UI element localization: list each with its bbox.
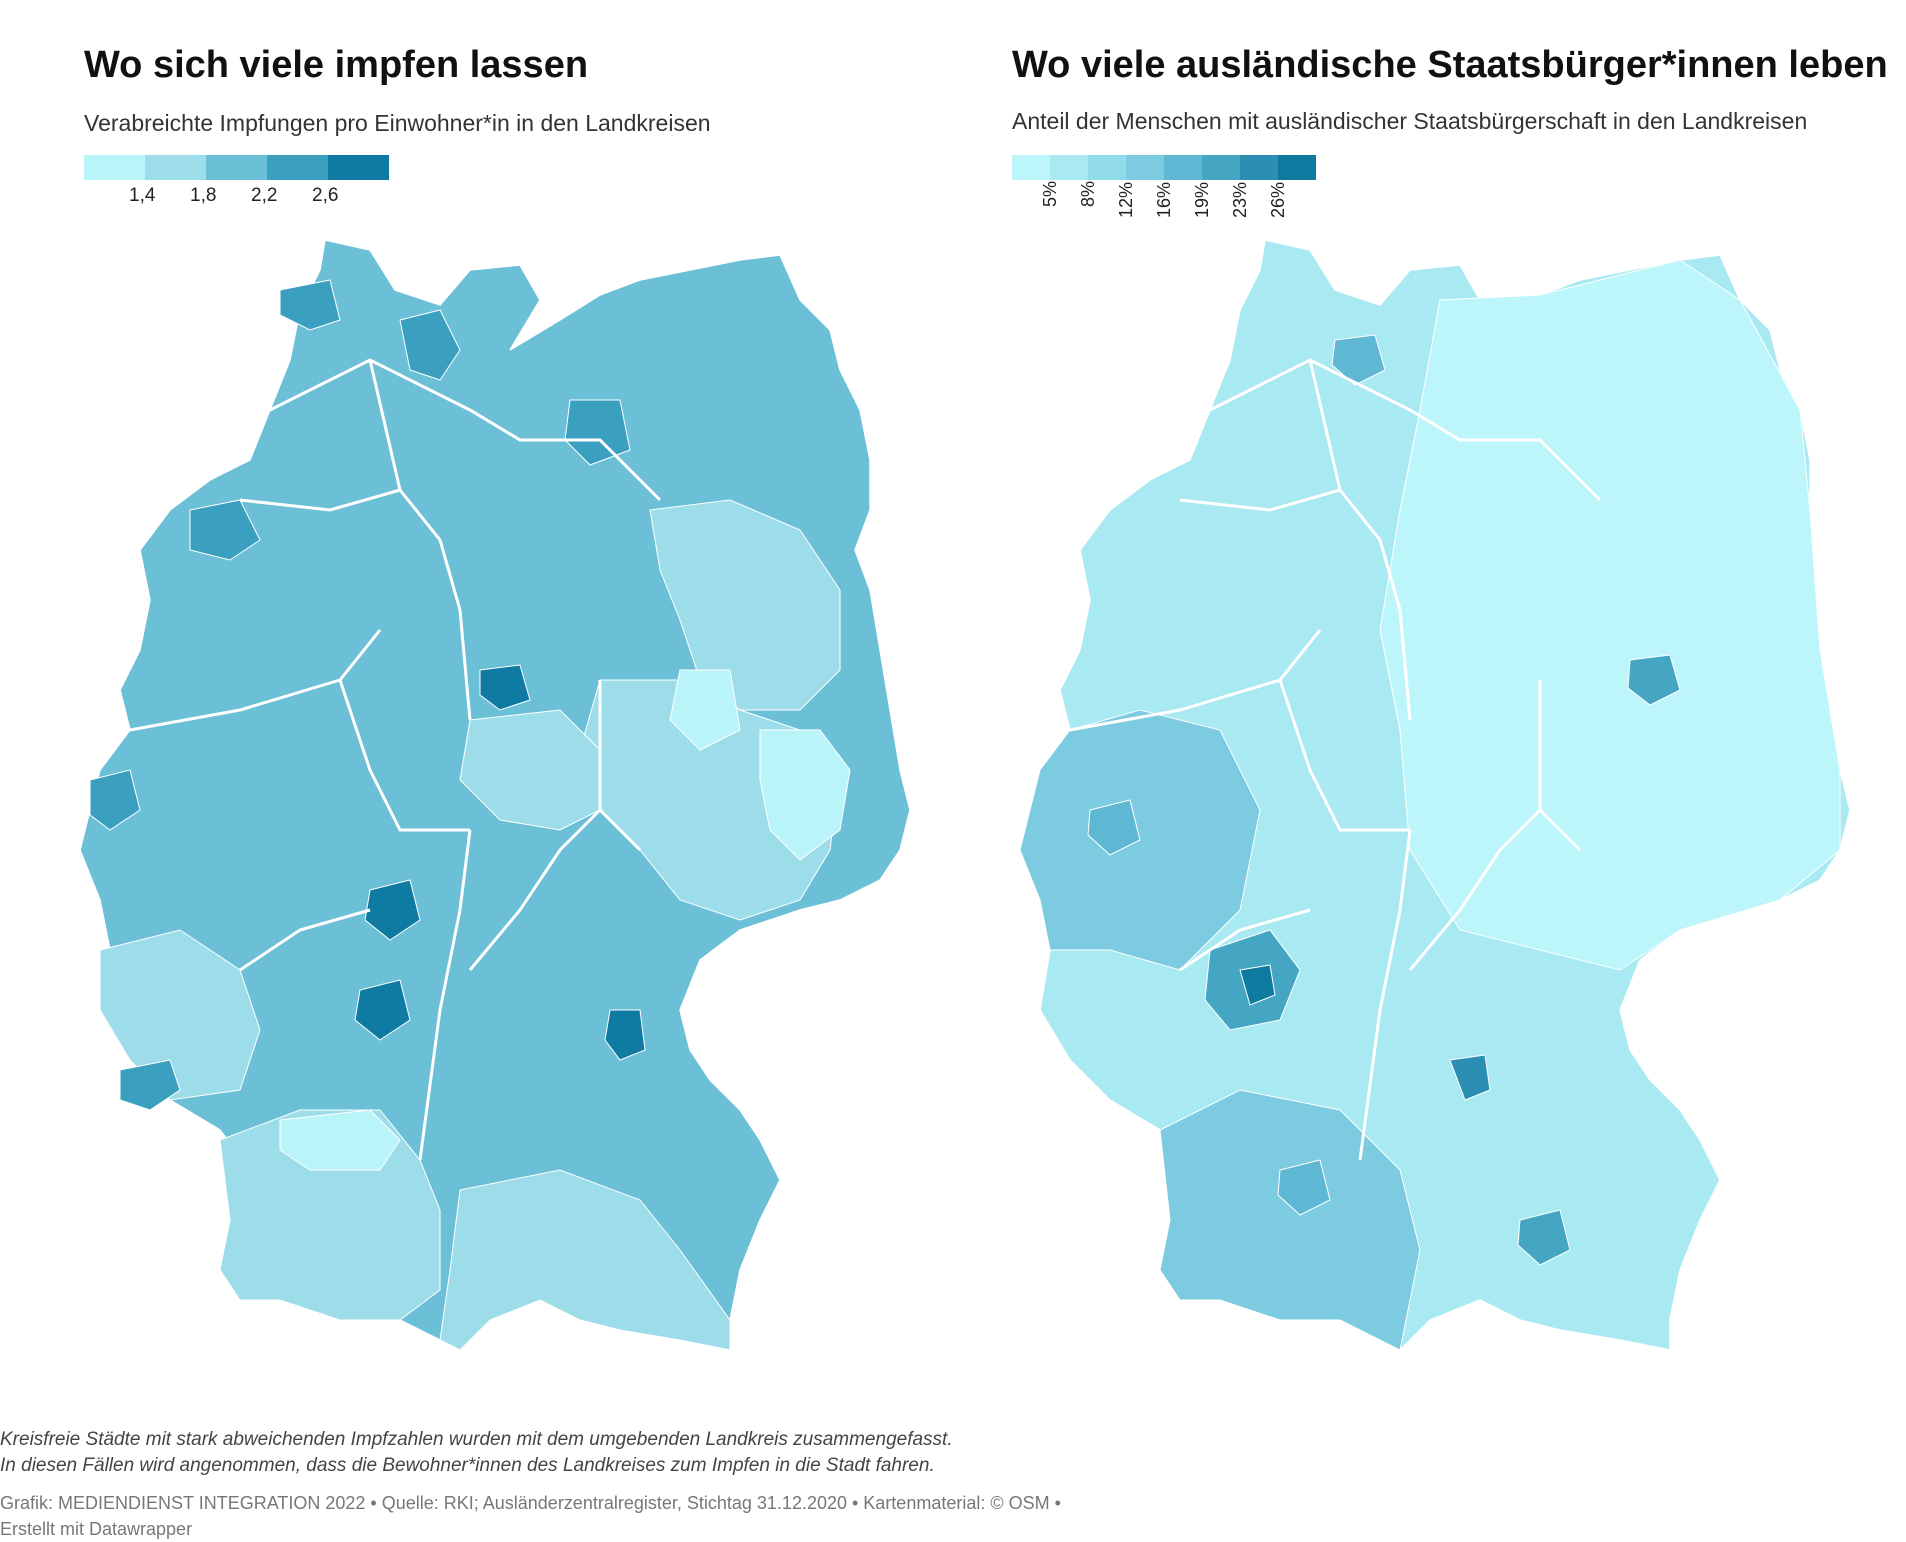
region-darkest-wuerzburg <box>364 879 421 941</box>
region-cologne-dark <box>1087 799 1141 856</box>
foreign-citizens-legend-swatch <box>1050 155 1088 180</box>
region-hamburg-dark <box>1331 334 1386 386</box>
region-lightest-stuttgart <box>279 1109 401 1171</box>
foreign-citizens-map-title: Wo viele ausländische Staatsbürger*innen… <box>1012 44 1888 86</box>
foreign-citizens-legend-swatch <box>1240 155 1278 180</box>
vaccination-legend: 1,4 1,8 2,2 2,6 <box>84 155 389 206</box>
vaccination-legend-tick: 1,4 <box>129 185 156 206</box>
foreign-citizens-map-subtitle: Anteil der Menschen mit ausländischer St… <box>1012 108 1808 134</box>
source-credit: Grafik: MEDIENDIENST INTEGRATION 2022 • … <box>0 1493 1061 1539</box>
region-stuttgart-dark <box>1277 1159 1331 1216</box>
foreign-citizens-legend-swatch <box>1278 155 1316 180</box>
state-borders <box>129 358 662 1161</box>
region-dark-hamburg <box>399 309 461 381</box>
foreign-citizens-choropleth-map <box>1019 239 1851 1351</box>
region-thuringia-light <box>459 709 601 831</box>
foreign-citizens-legend-swatch <box>1012 155 1050 180</box>
vaccination-legend-tick: 1,8 <box>190 185 217 206</box>
foreign-citizens-legend: 5% 8% 12% 16% 19% 23% 26% <box>1012 155 1316 218</box>
region-nuremberg-dark <box>1449 1054 1491 1101</box>
vaccination-legend-tick: 2,2 <box>251 185 278 206</box>
vaccination-legend-swatch <box>206 155 267 180</box>
note-line-1: Kreisfreie Städte mit stark abweichenden… <box>0 1429 953 1450</box>
foreign-citizens-legend-tick: 5% <box>1040 180 1060 207</box>
foreign-citizens-legend-bar <box>1012 155 1316 180</box>
vaccination-legend-swatch <box>328 155 389 180</box>
state-borders <box>1069 358 1602 1161</box>
note-line-2: In diesen Fällen wird angenommen, dass d… <box>0 1455 935 1476</box>
vaccination-choropleth-map <box>79 239 911 1351</box>
region-dark-kiel <box>279 279 341 331</box>
vaccination-legend-bar <box>84 155 389 180</box>
region-brandenburg-light <box>649 499 841 711</box>
region-frankfurt-darkest <box>1239 964 1276 1006</box>
region-dark-aachen <box>89 769 141 831</box>
vaccination-legend-tick: 2,6 <box>312 185 339 206</box>
region-bavaria-south-light <box>439 1169 731 1351</box>
vaccination-map-subtitle: Verabreichte Impfungen pro Einwohner*in … <box>84 110 711 136</box>
region-saarland-rlp-light <box>99 929 261 1101</box>
vaccination-legend-swatch <box>145 155 206 180</box>
region-dark-magdeburg <box>564 399 631 466</box>
foreign-citizens-legend-swatch <box>1126 155 1164 180</box>
foreign-citizens-legend-swatch <box>1202 155 1240 180</box>
region-southwest-medium <box>1159 1089 1421 1351</box>
region-east-lightest <box>1379 259 1841 971</box>
region-darkest-rosenheim <box>604 1009 646 1061</box>
vaccination-legend-swatch <box>84 155 145 180</box>
region-darkest-erfurt <box>479 664 531 711</box>
region-darkest-tuebingen <box>354 979 411 1041</box>
vaccination-legend-swatch <box>267 155 328 180</box>
foreign-citizens-legend-swatch <box>1164 155 1202 180</box>
foreign-citizens-legend-tick: 8% <box>1078 180 1098 207</box>
region-berlin-dark <box>1627 654 1681 706</box>
foreign-citizens-legend-swatch <box>1088 155 1126 180</box>
region-dark-saarland <box>119 1059 181 1111</box>
region-dark-muenster <box>189 499 261 561</box>
region-lightest-berlin-area <box>669 669 741 751</box>
region-saxony-lightest <box>759 729 851 861</box>
vaccination-map-title: Wo sich viele impfen lassen <box>84 44 589 86</box>
map-notes: Kreisfreie Städte mit stark abweichenden… <box>0 1427 1100 1479</box>
region-munich-dark <box>1517 1209 1571 1266</box>
